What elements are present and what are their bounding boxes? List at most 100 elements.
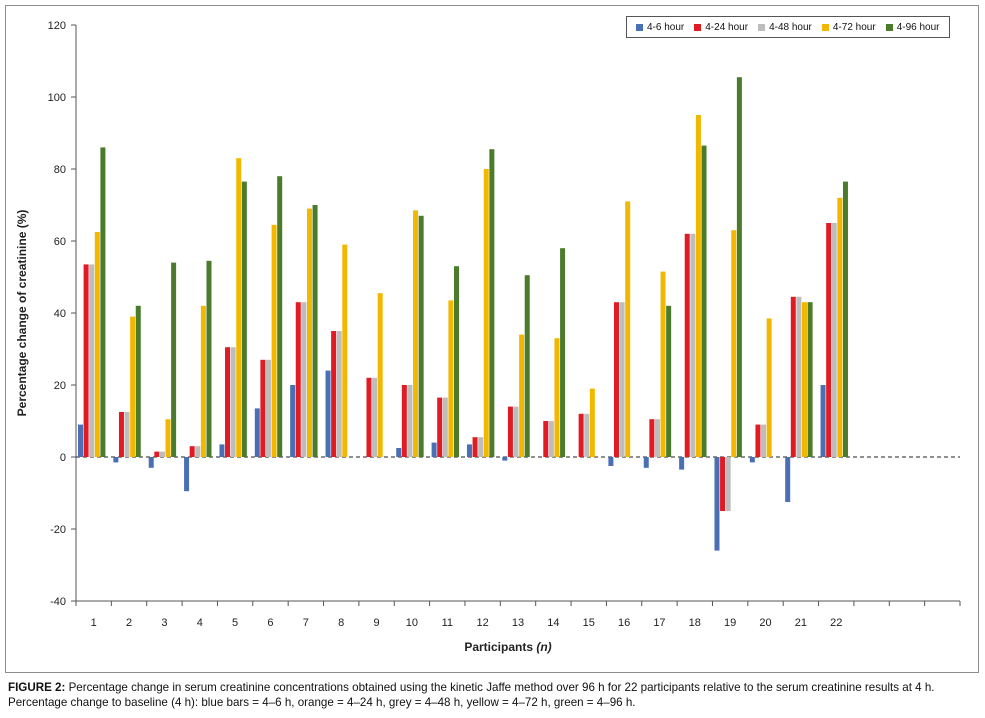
bar-4-48-hour-p13 <box>513 406 519 457</box>
bar-4-48-hour-p19 <box>725 457 731 511</box>
bar-4-6-hour-p7 <box>290 385 296 457</box>
legend-item: 4-6 hour <box>636 22 684 33</box>
bar-4-24-hour-p1 <box>83 264 89 457</box>
legend-swatch <box>694 23 702 31</box>
bar-4-72-hour-p12 <box>483 169 489 457</box>
bar-4-24-hour-p12 <box>472 437 478 457</box>
x-tick-label: 19 <box>724 617 736 629</box>
bar-4-24-hour-p5 <box>225 347 231 457</box>
bar-4-96-hour-p2 <box>135 305 141 457</box>
bar-4-24-hour-p2 <box>118 412 124 457</box>
x-tick-label: 17 <box>653 617 665 629</box>
bar-4-48-hour-p21 <box>796 296 802 457</box>
bar-4-6-hour-p5 <box>219 444 225 457</box>
bar-4-48-hour-p4 <box>195 446 201 457</box>
legend-swatch <box>821 23 829 31</box>
x-tick-label: 18 <box>689 617 701 629</box>
bar-4-72-hour-p13 <box>519 334 525 457</box>
bar-4-48-hour-p22 <box>831 223 837 457</box>
bar-4-72-hour-p5 <box>236 158 242 457</box>
bar-4-72-hour-p14 <box>554 338 560 457</box>
caption-text: Percentage change in serum creatinine co… <box>8 681 935 709</box>
bar-4-72-hour-p10 <box>413 210 419 457</box>
bar-4-6-hour-p4 <box>184 457 190 492</box>
figure-caption: FIGURE 2: Percentage change in serum cre… <box>8 680 978 710</box>
legend-item: 4-96 hour <box>885 22 940 33</box>
bar-4-96-hour-p6 <box>277 176 283 457</box>
bar-4-6-hour-p6 <box>254 408 260 457</box>
bar-4-72-hour-p21 <box>802 302 807 457</box>
bar-4-6-hour-p8 <box>325 370 331 457</box>
bar-4-48-hour-p2 <box>124 412 130 457</box>
bar-4-72-hour-p18 <box>695 115 701 457</box>
bar-4-24-hour-p18 <box>684 233 690 457</box>
y-tick-label: 80 <box>54 164 66 176</box>
bar-4-6-hour-p1 <box>78 424 83 457</box>
bar-4-6-hour-p12 <box>466 444 472 457</box>
x-tick-label: 21 <box>795 617 807 629</box>
x-tick-label: 5 <box>232 617 238 629</box>
bar-4-48-hour-p12 <box>478 437 484 457</box>
bar-4-24-hour-p3 <box>154 451 160 457</box>
bar-4-72-hour-p2 <box>130 316 136 457</box>
bar-4-72-hour-p3 <box>165 419 171 457</box>
bar-4-96-hour-p14 <box>560 248 566 457</box>
bar-4-72-hour-p9 <box>377 293 383 457</box>
x-tick-label: 15 <box>583 617 595 629</box>
y-tick-label: 40 <box>54 308 66 320</box>
bar-4-24-hour-p6 <box>260 359 266 457</box>
bar-4-6-hour-p19 <box>714 457 720 551</box>
bar-4-24-hour-p16 <box>614 302 619 457</box>
bar-4-72-hour-p16 <box>625 201 631 457</box>
bar-4-24-hour-p20 <box>755 424 761 457</box>
bar-4-48-hour-p14 <box>548 421 554 457</box>
bar-4-72-hour-p17 <box>660 271 666 457</box>
legend-swatch <box>758 23 766 31</box>
bar-4-96-hour-p5 <box>241 181 247 457</box>
legend-label: 4-48 hour <box>769 21 812 33</box>
y-tick-label: 60 <box>54 236 66 248</box>
x-tick-label: 7 <box>303 617 309 629</box>
caption-label: FIGURE 2: <box>8 681 66 694</box>
bar-4-72-hour-p20 <box>766 318 772 457</box>
bar-4-96-hour-p12 <box>489 149 495 457</box>
bar-4-48-hour-p3 <box>159 451 165 457</box>
x-axis-title-suffix: (n) <box>536 640 551 654</box>
bar-4-6-hour-p17 <box>643 457 649 468</box>
y-tick-label: 20 <box>54 380 66 392</box>
bar-4-24-hour-p7 <box>295 302 301 457</box>
x-tick-label: 14 <box>547 617 559 629</box>
y-tick-label: 0 <box>60 452 66 464</box>
y-tick-label: 100 <box>48 92 66 104</box>
bar-4-96-hour-p1 <box>100 147 106 457</box>
x-tick-label: 12 <box>477 617 489 629</box>
bar-4-48-hour-p9 <box>372 377 378 457</box>
bar-4-6-hour-p3 <box>148 457 154 468</box>
y-axis-title: Percentage change of creatinine (%) <box>15 210 29 417</box>
x-tick-label: 2 <box>126 617 132 629</box>
bar-4-24-hour-p14 <box>543 421 549 457</box>
y-tick-label: 120 <box>48 20 66 32</box>
x-axis-title: Participants (n) <box>464 640 551 654</box>
bar-4-96-hour-p19 <box>736 77 742 457</box>
legend-item: 4-48 hour <box>758 22 812 33</box>
bar-4-24-hour-p9 <box>366 377 372 457</box>
bar-4-6-hour-p10 <box>396 448 402 457</box>
legend-label: 4-72 hour <box>832 21 876 33</box>
bar-4-96-hour-p21 <box>807 302 813 457</box>
bar-4-96-hour-p7 <box>312 205 318 457</box>
x-tick-label: 3 <box>161 617 167 629</box>
bar-4-48-hour-p16 <box>619 302 625 457</box>
legend: 4-6 hour 4-24 hour 4-48 hour 4-72 hour 4-96 … <box>626 16 950 38</box>
legend-label: 4-6 hour <box>647 21 685 33</box>
bar-4-48-hour-p15 <box>584 413 590 457</box>
bar-4-96-hour-p10 <box>418 215 424 457</box>
x-tick-label: 8 <box>338 617 344 629</box>
bar-4-6-hour-p20 <box>749 457 755 463</box>
bar-4-24-hour-p19 <box>720 457 726 511</box>
bar-4-24-hour-p4 <box>189 446 195 457</box>
bar-4-6-hour-p16 <box>608 457 614 466</box>
x-tick-label: 16 <box>618 617 630 629</box>
bar-4-96-hour-p13 <box>524 275 530 457</box>
